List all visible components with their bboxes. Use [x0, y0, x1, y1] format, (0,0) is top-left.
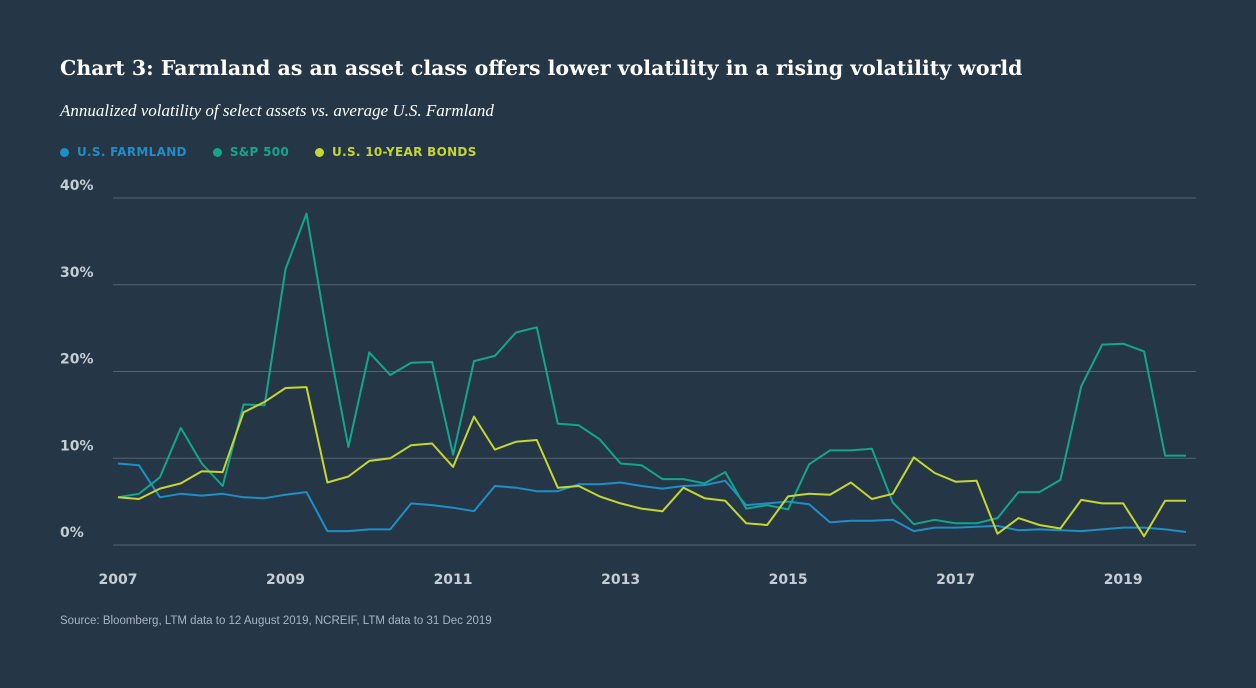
x-tick-label: 2009: [266, 572, 305, 588]
series-line-bonds: [117, 386, 1186, 538]
x-tick-label: 2013: [601, 572, 640, 588]
legend-item-bonds: U.S. 10-YEAR BONDS: [315, 145, 477, 159]
x-tick-label: 2011: [434, 572, 473, 588]
y-tick-label: 40%: [60, 178, 94, 194]
legend: U.S. FARMLAND S&P 500 U.S. 10-YEAR BONDS: [60, 145, 477, 159]
x-tick-label: 2017: [936, 572, 975, 588]
x-tick-label: 2007: [99, 572, 138, 588]
chart-subtitle: Annualized volatility of select assets v…: [60, 101, 494, 120]
legend-label-sp500: S&P 500: [229, 145, 290, 159]
y-tick-label: 30%: [60, 265, 94, 281]
legend-label-bonds: U.S. 10-YEAR BONDS: [332, 145, 477, 159]
y-tick-label: 20%: [60, 352, 94, 368]
series-line-sp500: [117, 212, 1186, 526]
legend-swatch-bonds: [315, 147, 325, 157]
y-axis-ticks: 0% 10% 20% 30% 40%: [60, 178, 94, 541]
legend-item-sp500: S&P 500: [212, 145, 290, 159]
chart-title: Chart 3: Farmland as an asset class offe…: [60, 56, 1023, 80]
x-tick-label: 2019: [1104, 572, 1143, 588]
y-tick-label: 0%: [60, 525, 84, 541]
gridlines: [113, 197, 1196, 546]
x-axis-ticks: 2007 2009 2011 2013 2015 2017 2019: [99, 572, 1143, 588]
y-tick-label: 10%: [60, 438, 94, 454]
series-line-farmland: [117, 462, 1187, 533]
legend-swatch-sp500: [212, 147, 222, 157]
legend-item-farmland: U.S. FARMLAND: [60, 145, 187, 159]
legend-swatch-farmland: [60, 147, 69, 157]
source-note: Source: Bloomberg, LTM data to 12 August…: [60, 615, 492, 627]
legend-label-farmland: U.S. FARMLAND: [77, 145, 187, 159]
series-lines: [117, 212, 1187, 538]
x-tick-label: 2015: [769, 572, 808, 588]
